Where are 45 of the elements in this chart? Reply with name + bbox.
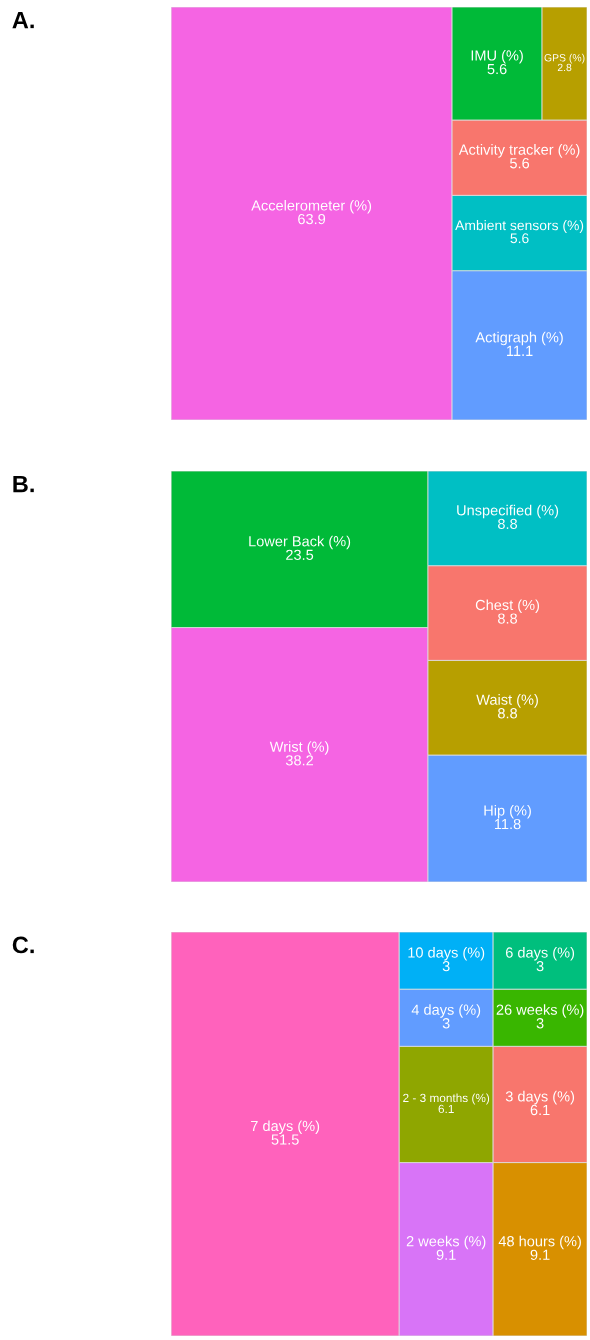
category-label: 48 hours (%) — [498, 1235, 581, 1250]
data-label: 63.9 — [298, 213, 326, 225]
category-label: 3 days (%) — [505, 1090, 575, 1105]
category-label: Ambient sensors (%) — [455, 220, 584, 233]
category-label: 7 days (%) — [251, 1120, 320, 1134]
text: C. — [12, 936, 34, 954]
category-label: Actigraph (%) — [475, 331, 563, 346]
category-label: Accelerometer (%) — [251, 199, 372, 214]
data-label: 6.1 — [438, 1104, 454, 1114]
category-label: 6 days (%) — [505, 946, 575, 961]
data-label: 5.6 — [510, 233, 529, 244]
data-label: 9.1 — [530, 1249, 550, 1260]
category-label: 2 - 3 months (%) — [403, 1093, 490, 1105]
category-label: 2 weeks (%) — [406, 1235, 486, 1250]
category-label: Chest (%) — [475, 599, 540, 614]
data-label: 8.8 — [498, 518, 518, 530]
data-label: 3 — [442, 960, 450, 972]
category-label: Wrist (%) — [269, 741, 329, 755]
text: B. — [13, 475, 34, 493]
category-label: 10 days (%) — [408, 946, 485, 961]
category-label: 26 weeks (%) — [496, 1004, 584, 1018]
data-label: 5.6 — [487, 63, 507, 75]
data-label: 23.5 — [286, 549, 314, 560]
category-label: Lower Back (%) — [249, 535, 351, 550]
data-label: 8.8 — [498, 613, 518, 624]
data-label: 11.8 — [494, 818, 521, 830]
category-label: Activity tracker (%) — [458, 144, 580, 158]
data-label: 8.8 — [498, 708, 518, 719]
data-label: 2.8 — [557, 63, 572, 72]
data-label: 3 — [536, 1018, 544, 1029]
data-label: 51.5 — [271, 1134, 299, 1145]
data-label: 9.1 — [436, 1249, 456, 1260]
category-label: GPS (%) — [544, 53, 585, 64]
data-label: 38.2 — [285, 755, 314, 766]
category-label: Unspecified (%) — [457, 504, 559, 519]
category-label: Waist (%) — [476, 694, 538, 708]
category-label: IMU (%) — [471, 49, 523, 64]
data-label: 3 — [442, 1018, 450, 1029]
category-label: Hip (%) — [484, 804, 531, 819]
data-label: 3 — [536, 960, 544, 972]
data-label: 6.1 — [530, 1104, 550, 1116]
category-label: 4 days (%) — [411, 1004, 481, 1018]
text: A. — [12, 11, 34, 29]
data-label: 11.1 — [507, 345, 533, 356]
data-label: 5.6 — [510, 158, 530, 169]
